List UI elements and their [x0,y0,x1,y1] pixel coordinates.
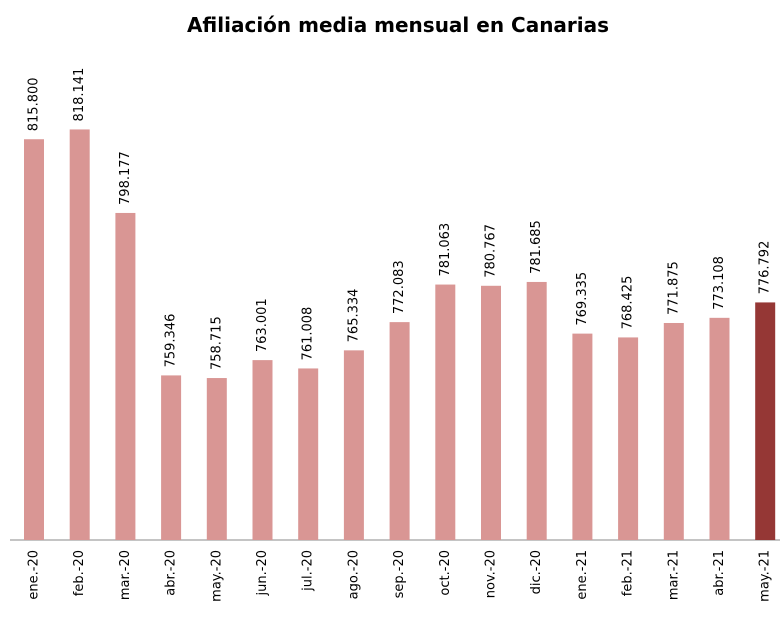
value-label: 758.715 [209,316,224,370]
value-label: 772.083 [392,260,407,314]
x-tick-label: oct.-20 [438,550,453,596]
x-tick-label: may.-21 [758,550,773,602]
bar [435,284,456,540]
value-label: 771.875 [666,261,681,315]
bar [572,333,593,540]
bar [69,129,90,540]
bar [755,302,776,540]
bar [298,368,319,540]
value-label: 780.767 [484,224,499,278]
value-label: 763.001 [255,298,270,352]
value-label: 769.335 [575,272,590,326]
value-label: 761.008 [301,307,316,361]
bar [389,322,410,540]
value-label: 776.792 [758,241,773,295]
bar [252,360,273,540]
chart-title: Afiliación media mensual en Canarias [187,13,609,37]
x-tick-label: nov.-20 [484,550,499,598]
x-tick-label: mar.-21 [666,550,681,600]
bar [115,212,136,541]
x-tick-label: jul.-20 [301,550,316,592]
x-tick-label: feb.-20 [72,550,87,596]
bar [161,375,182,540]
value-label: 798.177 [118,151,133,205]
x-tick-label: may.-20 [209,550,224,602]
x-tick-label: mar.-20 [118,550,133,600]
x-tick-label: ene.-20 [27,550,42,600]
value-label: 781.063 [438,223,453,277]
value-label: 781.685 [529,220,544,274]
x-tick-label: feb.-21 [621,550,636,596]
bar [24,139,44,540]
x-tick-label: ago.-20 [346,550,361,599]
x-tick-label: abr.-21 [712,550,727,596]
value-label: 768.425 [621,276,636,330]
bar [206,378,227,540]
bar [343,350,364,540]
value-label: 765.334 [346,289,361,343]
bar [709,317,730,540]
bar [663,322,684,540]
x-tick-label: dic.-20 [529,550,544,594]
bar [526,281,547,540]
x-tick-label: jun.-20 [255,550,270,596]
x-tick-label: sep.-20 [392,550,407,598]
value-label: 773.108 [712,256,727,310]
value-label: 815.800 [27,77,42,131]
bar [618,337,639,540]
x-tick-label: abr.-20 [164,550,179,596]
x-tick-label: ene.-21 [575,550,590,600]
bar [481,285,501,540]
value-label: 818.141 [72,68,87,122]
value-label: 759.346 [164,314,179,368]
